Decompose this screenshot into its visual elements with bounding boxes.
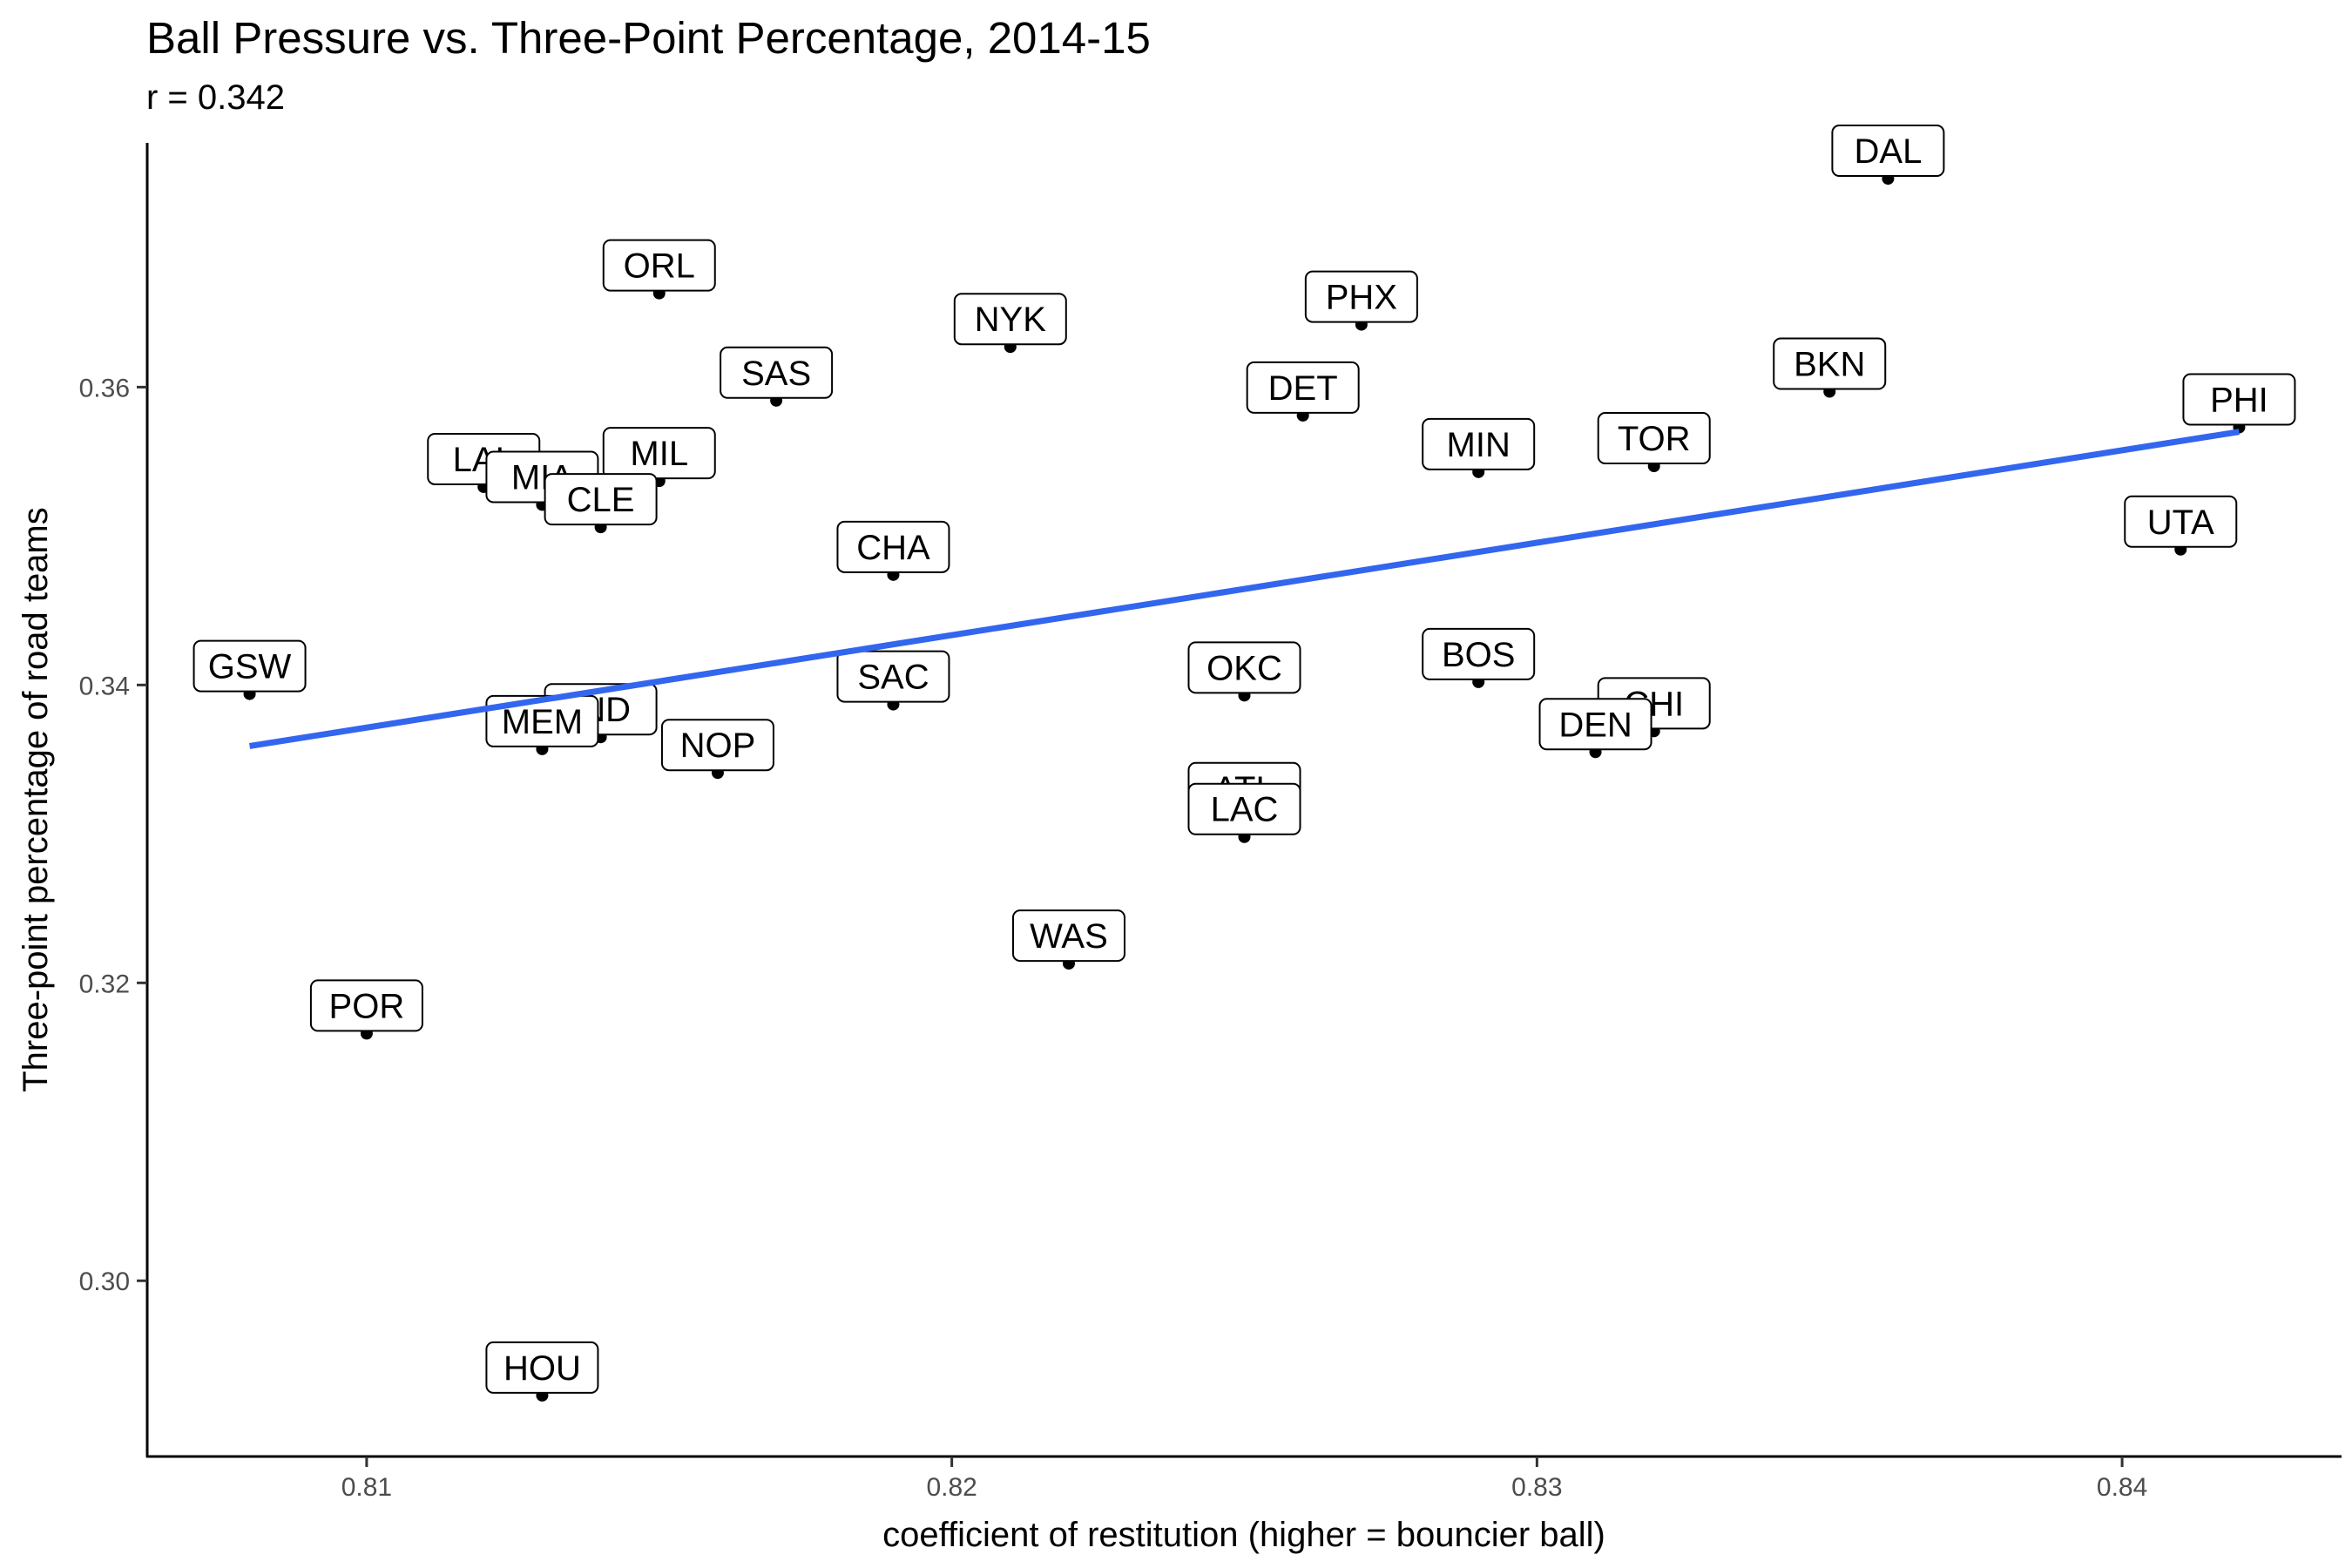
point-label: SAC xyxy=(836,650,950,703)
point-label-box xyxy=(660,719,774,772)
point-label-box xyxy=(1011,909,1125,963)
point-label: PHI xyxy=(2182,373,2296,426)
point-label: SAS xyxy=(720,346,834,399)
point-label-text: WAS xyxy=(1030,917,1108,956)
point-label-text: CLE xyxy=(567,481,635,519)
point-label: NOP xyxy=(660,719,774,772)
point-label-text: MIL xyxy=(630,435,688,473)
x-tick-label: 0.82 xyxy=(926,1473,977,1502)
point-label: UTA xyxy=(2124,495,2238,548)
point-label: GSW xyxy=(193,639,307,693)
y-axis-ticks: 0.30 0.32 0.34 0.36 xyxy=(79,374,147,1296)
point-label-text: LAC xyxy=(1211,791,1279,829)
x-tick-label: 0.83 xyxy=(1511,1473,1562,1502)
point-label-text: ORL xyxy=(624,247,695,286)
point-label: MEM xyxy=(485,694,599,747)
point-label: LAC xyxy=(1187,782,1301,835)
x-tick-label: 0.84 xyxy=(2097,1473,2147,1502)
point-label: BKN xyxy=(1773,337,1887,390)
point-label-text: GSW xyxy=(208,648,292,686)
point-label-text: BOS xyxy=(1442,636,1515,674)
point-label: TOR xyxy=(1597,412,1711,465)
point-label: ORL xyxy=(602,239,716,292)
point-label-text: OKC xyxy=(1206,649,1282,687)
point-label: DEN xyxy=(1538,698,1652,751)
point-label-box xyxy=(485,694,599,747)
point-label: DAL xyxy=(1831,125,1945,178)
point-label-text: SAC xyxy=(857,659,929,697)
point-label-box xyxy=(1187,641,1301,694)
trend-line xyxy=(249,429,2240,749)
point-label-text: DEN xyxy=(1558,706,1632,744)
point-label-text: DAL xyxy=(1855,132,1923,171)
point-label: CHA xyxy=(836,520,950,573)
point-label-box xyxy=(602,427,716,480)
point-label: OKC xyxy=(1187,641,1301,694)
point-label-text: CHA xyxy=(856,529,930,567)
y-tick-label: 0.32 xyxy=(79,970,130,998)
point-label-box xyxy=(1187,782,1301,835)
point-label-text: NYK xyxy=(975,301,1047,339)
point-label-box xyxy=(2124,495,2238,548)
y-tick-label: 0.34 xyxy=(79,672,130,700)
point-label-box xyxy=(836,650,950,703)
point-label: BOS xyxy=(1422,627,1536,680)
chart-subtitle: r = 0.342 xyxy=(146,78,286,117)
point-label-box xyxy=(953,293,1067,346)
point-label-box xyxy=(1246,361,1360,414)
chart-title: Ball Pressure vs. Three-Point Percentage… xyxy=(146,13,1151,63)
point-label-text: UTA xyxy=(2147,504,2214,542)
point-label-box xyxy=(309,979,423,1032)
point-label: WAS xyxy=(1011,909,1125,963)
point-label: NYK xyxy=(953,293,1067,346)
x-axis-title: coefficient of restitution (higher = bou… xyxy=(882,1516,1605,1554)
point-label-box xyxy=(485,1341,599,1394)
y-tick-label: 0.36 xyxy=(79,374,130,402)
point-label-text: BKN xyxy=(1794,346,1865,384)
point-label-box xyxy=(544,473,658,526)
point-label-box xyxy=(1422,417,1536,470)
point-label-box xyxy=(193,639,307,693)
point-label: MIN xyxy=(1422,417,1536,470)
point-label-box xyxy=(1422,627,1536,680)
point-label-text: HOU xyxy=(504,1349,581,1388)
point-label-box xyxy=(602,239,716,292)
point-label-text: DET xyxy=(1268,369,1338,408)
point-label-text: MIN xyxy=(1447,426,1511,464)
point-label: PHX xyxy=(1304,270,1418,323)
point-label: MIL xyxy=(602,427,716,480)
point-label-box xyxy=(2182,373,2296,426)
point-label-text: MEM xyxy=(502,703,583,741)
point-label-text: NOP xyxy=(680,727,756,765)
point-label: HOU xyxy=(485,1341,599,1394)
y-axis-title: Three-point percentage of road teams xyxy=(17,507,55,1092)
point-label-box xyxy=(1773,337,1887,390)
y-tick-label: 0.30 xyxy=(79,1267,130,1296)
point-label-text: PHX xyxy=(1326,279,1397,317)
point-label-text: SAS xyxy=(741,355,811,393)
point-label: DET xyxy=(1246,361,1360,414)
x-tick-label: 0.81 xyxy=(341,1473,392,1502)
point-label: POR xyxy=(309,979,423,1032)
x-axis-ticks: 0.81 0.82 0.83 0.84 xyxy=(341,1456,2147,1502)
point-label-box xyxy=(720,346,834,399)
point-label-box xyxy=(1831,125,1945,178)
point-label-text: POR xyxy=(329,987,405,1025)
point-label-box xyxy=(836,520,950,573)
point-label: CLE xyxy=(544,473,658,526)
point-label-box xyxy=(1304,270,1418,323)
point-label-text: TOR xyxy=(1618,420,1691,458)
point-label-box xyxy=(1538,698,1652,751)
point-label-text: PHI xyxy=(2210,382,2268,420)
point-label-box xyxy=(1597,412,1711,465)
